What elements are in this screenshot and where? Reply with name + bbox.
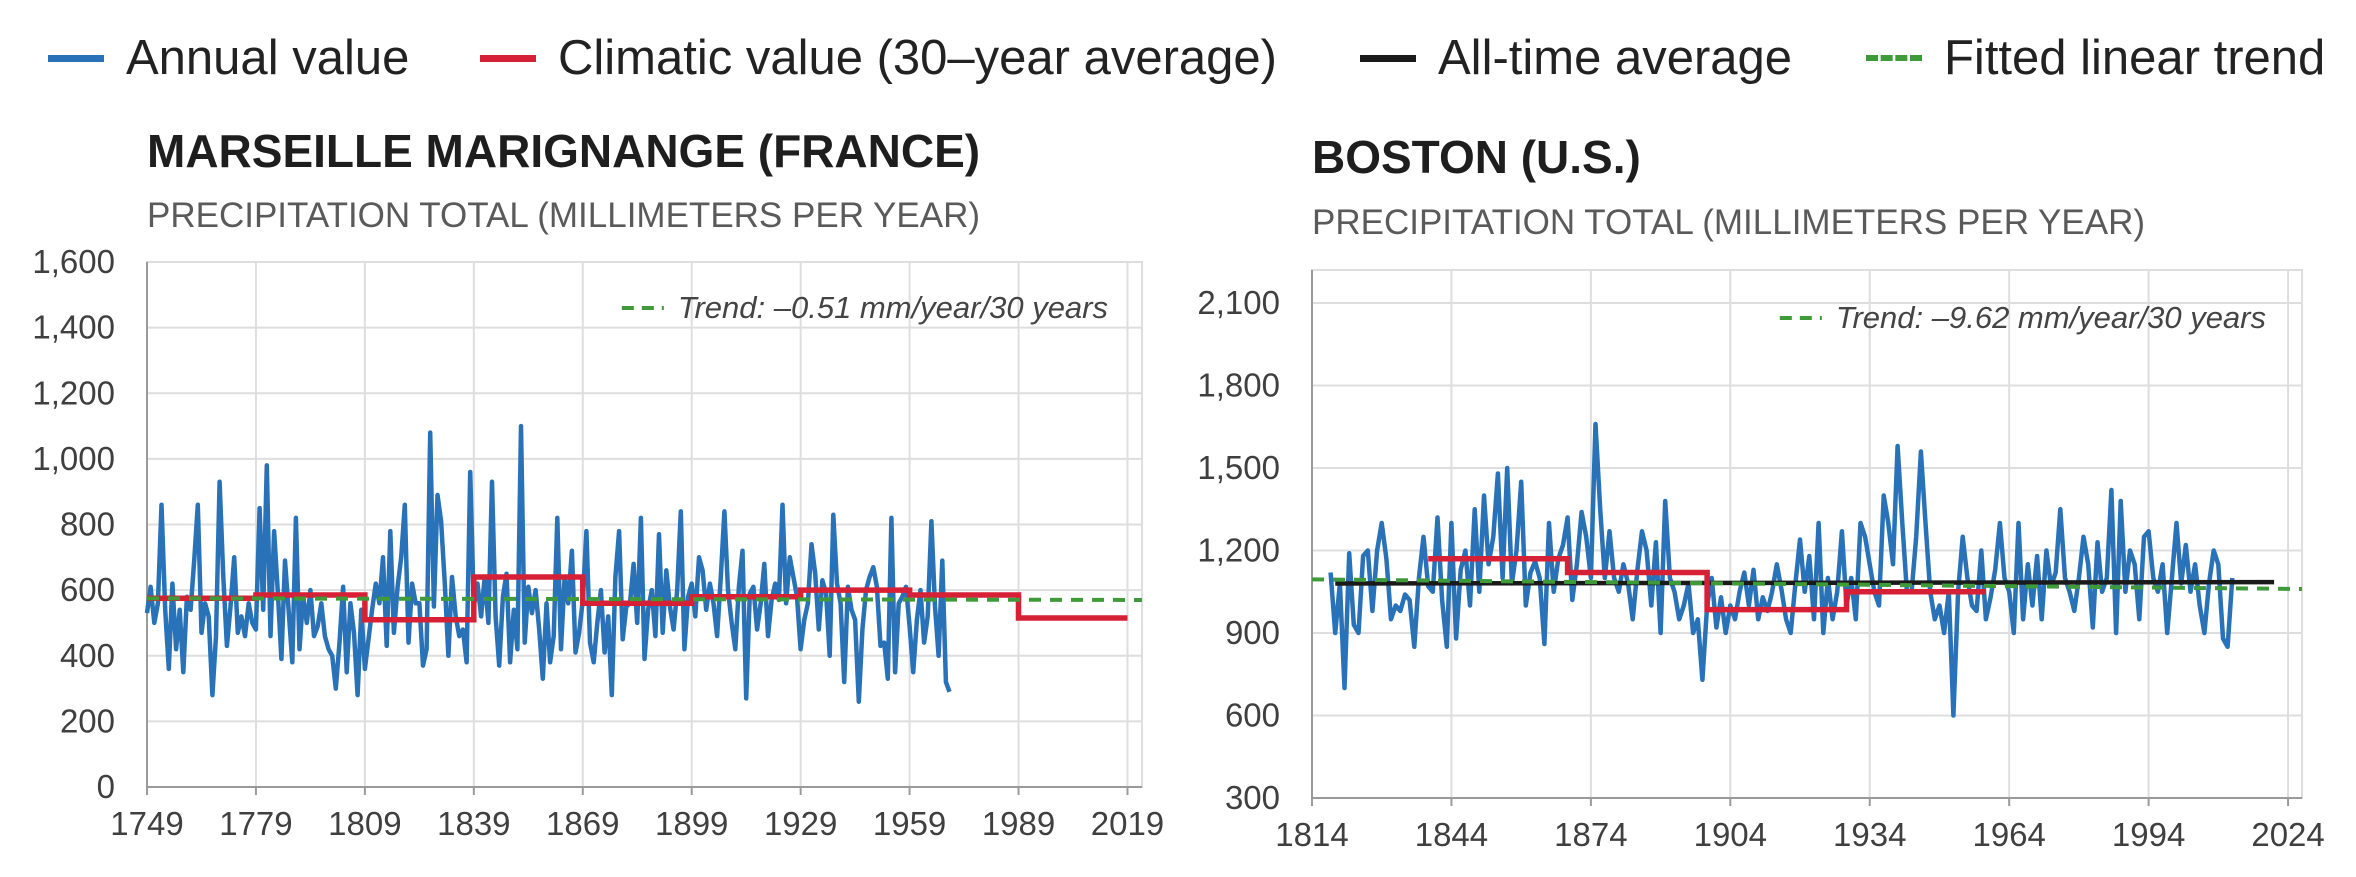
boston-x-tick-label: 1814 — [1275, 816, 1348, 853]
boston-x-tick-label: 1964 — [1972, 816, 2045, 853]
marseille-x-tick-label: 1989 — [982, 805, 1055, 842]
marseille-y-tick-label: 800 — [60, 506, 115, 543]
boston-chart: 1814 1844 1874 1904 1934 1964 1994 2024 300 600 90… — [1197, 269, 2325, 853]
marseille-x-tick-label: 1929 — [764, 805, 837, 842]
marseille-x-tick-label: 1869 — [546, 805, 619, 842]
marseille-trend-annotation: Trend: –0.51 mm/year/30 years — [678, 290, 1108, 325]
legend-label: All-time average — [1438, 31, 1793, 85]
boston-y-tick-label: 1,200 — [1197, 532, 1280, 569]
boston-y-tick-label: 1,800 — [1197, 367, 1280, 404]
legend-label: Climatic value (30–year average) — [558, 31, 1277, 85]
boston-x-tick-label: 1874 — [1554, 816, 1627, 853]
legend-swatch-annual — [48, 54, 104, 62]
marseille-y-tick-label: 1,400 — [32, 309, 115, 346]
marseille-y-tick-label: 400 — [60, 637, 115, 674]
marseille-annual-value-line — [144, 423, 952, 704]
marseille-climatic-value-line — [147, 574, 1128, 623]
marseille-x-tick-label: 1959 — [873, 805, 946, 842]
boston-y-tick-label: 1,500 — [1197, 449, 1280, 486]
marseille-y-tick-label: 0 — [97, 768, 115, 805]
boston-x-tick-label: 1994 — [2112, 816, 2185, 853]
marseille-x-tick-label: 1749 — [110, 805, 183, 842]
legend-item-fitted-linear-trend: Fitted linear trend — [1866, 18, 2325, 98]
boston-trend-annotation: Trend: –9.62 mm/year/30 years — [1836, 300, 2266, 335]
boston-climatic-value-line — [1428, 556, 1986, 613]
boston-chart-title: BOSTON (U.S.) — [1312, 131, 1641, 183]
chart-legend: Annual value Climatic value (30–year ave… — [0, 18, 2356, 98]
legend-swatch-trend — [1866, 55, 1922, 61]
boston-x-tick-label: 1844 — [1415, 816, 1488, 853]
boston-plot-area — [1311, 269, 2303, 799]
legend-swatch-climatic — [480, 54, 536, 62]
boston-y-tick-label: 300 — [1225, 779, 1280, 816]
boston-x-tick-label: 2024 — [2251, 816, 2324, 853]
boston-fitted-linear-trend-line — [1311, 577, 2303, 591]
marseille-y-tick-label: 600 — [60, 571, 115, 608]
legend-item-all-time-average: All-time average — [1360, 18, 1792, 98]
legend-item-climatic-value: Climatic value (30–year average) — [480, 18, 1277, 98]
marseille-x-tick-label: 1899 — [655, 805, 728, 842]
legend-swatch-alltime — [1360, 54, 1416, 62]
boston-y-tick-label: 600 — [1225, 697, 1280, 734]
legend-item-annual-value: Annual value — [48, 18, 409, 98]
marseille-y-tick-label: 200 — [60, 702, 115, 739]
marseille-chart-subtitle: PRECIPITATION TOTAL (MILLIMETERS PER YEA… — [147, 196, 981, 235]
legend-label: Fitted linear trend — [1944, 31, 2326, 85]
marseille-fitted-linear-trend-line — [146, 596, 1143, 602]
marseille-y-tick-label: 1,600 — [32, 243, 115, 280]
boston-chart-subtitle: PRECIPITATION TOTAL (MILLIMETERS PER YEA… — [1312, 203, 2146, 242]
marseille-x-tick-label: 1809 — [328, 805, 401, 842]
marseille-x-tick-label: 1779 — [219, 805, 292, 842]
boston-y-tick-label: 2,100 — [1197, 284, 1280, 321]
legend-label: Annual value — [126, 31, 410, 85]
marseille-chart: 1749 1779 1809 1839 1869 1899 1929 1959 1989 2019… — [32, 243, 1164, 842]
boston-x-tick-label: 1904 — [1694, 816, 1767, 853]
marseille-x-tick-label: 1839 — [437, 805, 510, 842]
marseille-chart-title: MARSEILLE MARIGNANGE (FRANCE) — [147, 125, 981, 177]
boston-y-tick-label: 900 — [1225, 614, 1280, 651]
boston-x-tick-label: 1934 — [1833, 816, 1906, 853]
marseille-y-tick-label: 1,200 — [32, 374, 115, 411]
marseille-y-tick-label: 1,000 — [32, 440, 115, 477]
marseille-x-tick-label: 2019 — [1091, 805, 1164, 842]
